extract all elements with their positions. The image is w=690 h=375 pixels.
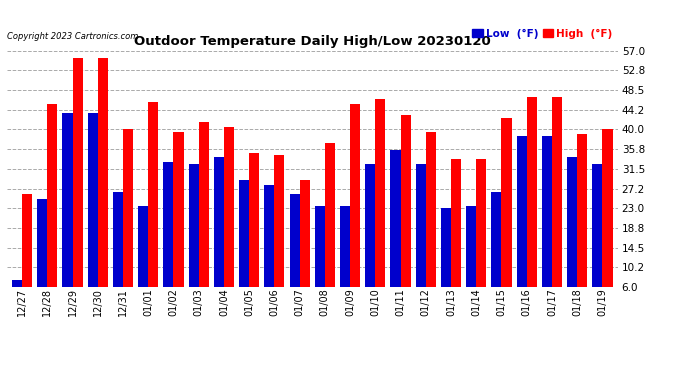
Bar (88, 113, 98, 287)
Bar (264, 185, 275, 287)
Bar (72, 58, 83, 287)
Bar (365, 164, 375, 287)
Bar (37, 199, 48, 287)
Text: Copyright 2023 Cartronics.com: Copyright 2023 Cartronics.com (7, 32, 138, 41)
Bar (113, 192, 123, 287)
Bar (62, 113, 72, 287)
Bar (249, 153, 259, 287)
Bar (502, 118, 511, 287)
Bar (375, 99, 386, 287)
Bar (22, 194, 32, 287)
Bar (12, 280, 22, 287)
Bar (275, 155, 284, 287)
Bar (173, 132, 184, 287)
Bar (98, 58, 108, 287)
Bar (138, 206, 148, 287)
Bar (552, 97, 562, 287)
Bar (391, 150, 400, 287)
Bar (526, 97, 537, 287)
Legend: Low  (°F), High  (°F): Low (°F), High (°F) (473, 28, 612, 39)
Bar (224, 127, 234, 287)
Bar (577, 134, 587, 287)
Bar (426, 132, 436, 287)
Bar (567, 157, 577, 287)
Bar (325, 143, 335, 287)
Bar (400, 116, 411, 287)
Bar (290, 194, 299, 287)
Bar (491, 192, 502, 287)
Bar (542, 136, 552, 287)
Bar (299, 180, 310, 287)
Bar (199, 122, 209, 287)
Title: Outdoor Temperature Daily High/Low 20230120: Outdoor Temperature Daily High/Low 20230… (134, 35, 491, 48)
Bar (315, 206, 325, 287)
Bar (451, 159, 461, 287)
Bar (466, 206, 476, 287)
Bar (148, 102, 158, 287)
Bar (517, 136, 526, 287)
Bar (188, 164, 199, 287)
Bar (476, 159, 486, 287)
Bar (164, 162, 173, 287)
Bar (602, 129, 613, 287)
Bar (48, 104, 57, 287)
Bar (592, 164, 602, 287)
Bar (123, 129, 133, 287)
Bar (350, 104, 360, 287)
Bar (441, 208, 451, 287)
Bar (415, 164, 426, 287)
Bar (239, 180, 249, 287)
Bar (214, 157, 224, 287)
Bar (340, 206, 350, 287)
